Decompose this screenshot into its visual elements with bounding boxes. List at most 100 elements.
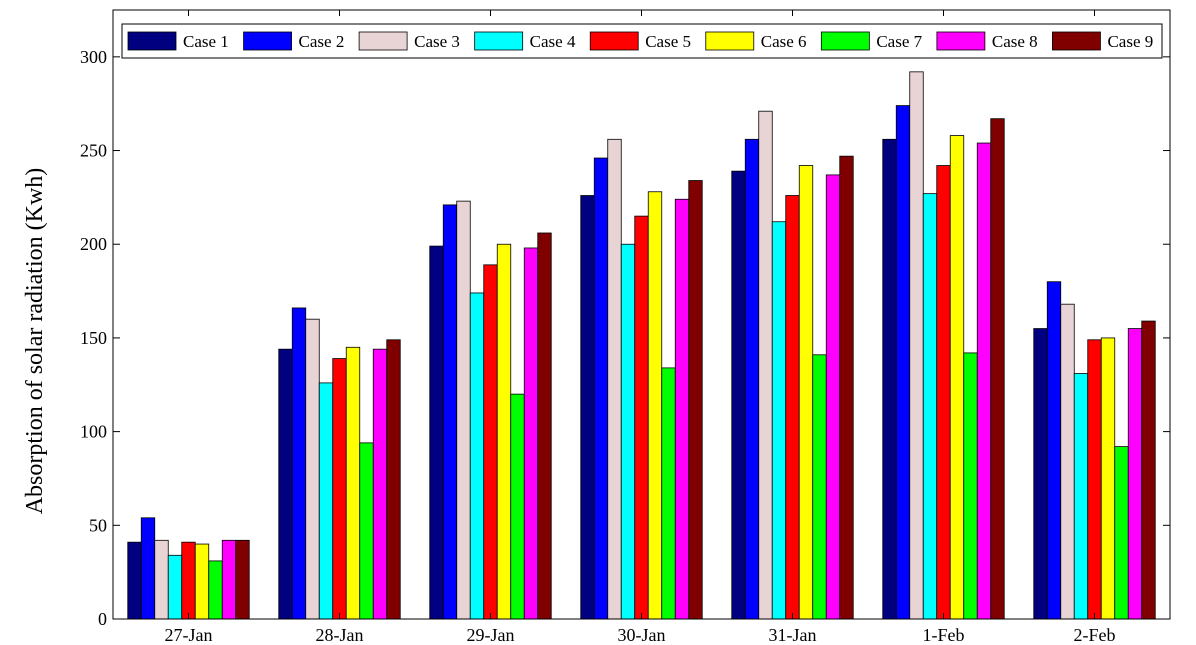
bar-case-8-2-feb [1127,328,1143,620]
bar-case-2-31-jan [744,138,760,620]
x-tick-label: 2-Feb [1074,625,1116,645]
bar-case-4-29-jan [469,292,485,620]
bar-case-5-31-jan [785,195,800,620]
bar-case-5-1-feb [936,165,951,620]
legend-label: Case 5 [645,32,691,51]
legend-label: Case 1 [183,32,229,51]
plot-frame [112,9,1171,620]
bar-case-7-2-feb [1114,446,1129,620]
legend-swatch [474,31,524,51]
legend-label: Case 7 [876,32,922,51]
bar-case-9-29-jan [537,232,552,620]
bar-case-2-1-feb [895,105,911,620]
bar-case-1-2-feb [1033,328,1048,620]
x-tick-label: 1-Feb [923,625,965,645]
y-tick-label: 150 [80,328,107,348]
y-axis-label: Absorption of solar radiation (Kwh) [22,168,48,515]
bar-case-6-28-jan [345,346,361,620]
bar-case-5-30-jan [634,215,649,620]
x-tick-label: 27-Jan [165,625,213,645]
legend-swatch [589,31,639,51]
y-tick-label: 50 [89,515,107,535]
y-tick-label: 300 [80,47,107,67]
bar-case-7-1-feb [963,352,978,620]
bar-case-2-30-jan [593,157,609,620]
bar-case-6-30-jan [647,191,663,620]
legend-swatch [127,31,177,51]
bar-case-8-31-jan [825,174,841,620]
bar-case-3-31-jan [758,110,773,620]
bar-case-3-30-jan [607,138,622,620]
legend-label: Case 3 [414,32,460,51]
bar-case-4-30-jan [620,243,636,620]
legend-swatch [705,31,755,51]
bar-case-4-1-feb [922,193,938,620]
bar-case-1-28-jan [278,348,293,620]
bar-case-5-2-feb [1087,339,1102,620]
bar-case-9-27-jan [235,539,250,620]
bar-case-4-2-feb [1073,373,1089,620]
bar-case-4-28-jan [318,382,334,620]
legend-label: Case 2 [299,32,345,51]
bar-case-9-2-feb [1141,320,1156,620]
bar-case-1-30-jan [580,195,595,620]
bar-case-5-28-jan [332,358,347,620]
bar-case-3-2-feb [1060,303,1075,620]
bar-case-6-31-jan [798,165,814,620]
bar-case-6-2-feb [1100,337,1116,620]
axes-layer: 27-Jan 28-Jan 29-Jan 30-Jan 31-Jan 1-Feb 2-Feb… [80,9,1171,645]
bar-case-3-27-jan [154,539,169,620]
y-tick-label: 250 [80,141,107,161]
bar-case-9-30-jan [688,180,703,620]
bars-layer [127,71,1156,620]
bar-case-1-27-jan [127,541,142,620]
bar-case-2-2-feb [1046,281,1062,620]
bar-case-3-28-jan [305,318,320,620]
bar-case-9-1-feb [990,118,1005,620]
bar-case-1-29-jan [429,245,444,620]
bar-case-2-29-jan [442,204,458,620]
x-tick-label: 31-Jan [769,625,817,645]
legend-box [121,23,1163,59]
bar-case-1-1-feb [882,138,897,620]
legend-swatch [243,31,292,51]
x-tick-label: 28-Jan [316,625,364,645]
bar-case-2-27-jan [140,517,156,620]
bar-case-9-31-jan [839,155,854,620]
legend-swatch [936,31,986,51]
bar-case-4-31-jan [771,221,787,620]
legend-label: Case 9 [1107,32,1153,51]
legend: Case 1 Case 2 Case 3 Case 4 Case 5 Case 6 Case… [121,23,1163,59]
x-tick-label: 29-Jan [467,625,515,645]
bar-case-3-1-feb [909,71,924,620]
bar-case-8-29-jan [523,247,539,620]
y-tick-label: 0 [98,609,107,629]
bar-case-6-29-jan [496,243,512,620]
bar-case-7-29-jan [510,393,525,620]
bar-case-6-1-feb [949,135,965,620]
bar-case-9-28-jan [386,339,401,620]
bar-case-3-29-jan [456,200,471,620]
bar-case-4-27-jan [167,554,183,620]
legend-label: Case 6 [761,32,807,51]
bar-case-8-28-jan [372,348,388,620]
bar-case-1-31-jan [731,170,746,620]
bar-case-5-27-jan [181,541,196,620]
bar-case-6-27-jan [194,543,210,620]
x-tick-label: 30-Jan [618,625,666,645]
y-tick-label: 100 [80,422,107,442]
bar-case-8-30-jan [674,198,690,620]
bar-case-2-28-jan [291,307,307,620]
bar-case-8-27-jan [221,539,237,620]
legend-swatch [358,31,408,51]
bar-case-5-29-jan [483,264,498,620]
y-tick-label: 200 [80,234,107,254]
bar-case-7-30-jan [661,367,676,620]
legend-label: Case 4 [530,32,576,51]
bar-case-7-31-jan [812,354,827,620]
legend-swatch [820,31,870,51]
legend-swatch [1052,31,1101,51]
bar-case-8-1-feb [976,142,992,620]
